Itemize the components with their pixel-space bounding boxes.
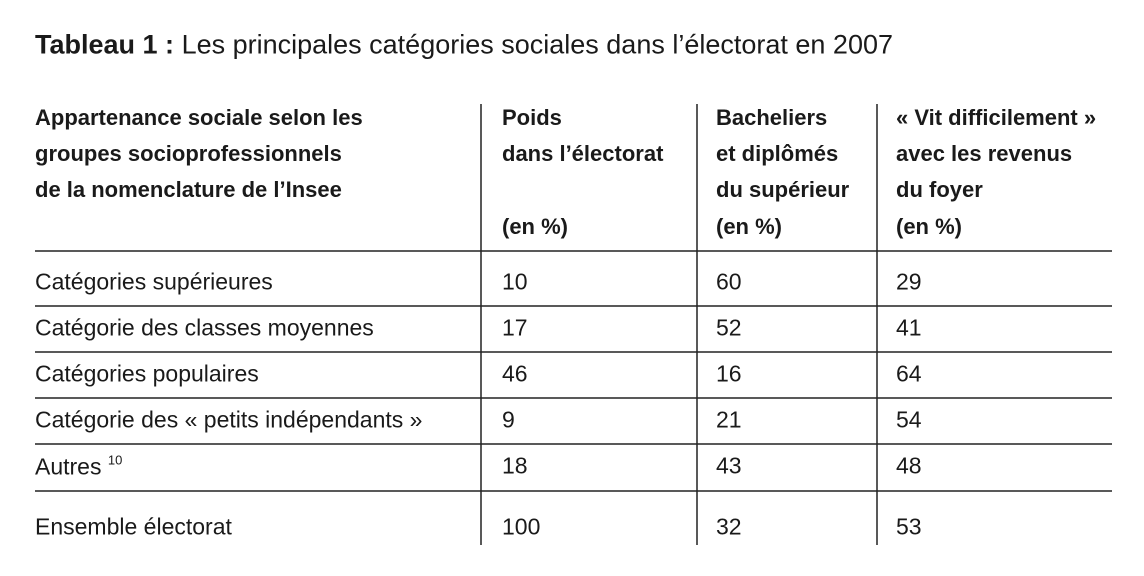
- cell-value: 54: [896, 406, 922, 433]
- title-label: Tableau 1 :: [35, 29, 175, 60]
- header-line: de la nomenclature de l’Insee: [35, 177, 342, 202]
- cell-value: 43: [716, 452, 742, 479]
- header-line: (en %): [502, 214, 568, 239]
- header-line: et diplômés: [716, 141, 839, 166]
- row-label: Catégorie des classes moyennes: [35, 314, 374, 341]
- cell-value: 53: [896, 513, 922, 540]
- header-line: Poids: [502, 105, 562, 130]
- header-line: Bacheliers: [716, 105, 828, 130]
- row-label-cell: Autres 10: [35, 454, 122, 479]
- cell-value: 21: [716, 406, 742, 433]
- cell-value: 52: [716, 314, 742, 341]
- header-line: du supérieur: [716, 177, 850, 202]
- header-line: dans l’électorat: [502, 141, 664, 166]
- cell-value: 18: [502, 452, 528, 479]
- row-label: Catégorie des « petits indépendants »: [35, 406, 423, 433]
- header-line: Appartenance sociale selon les: [35, 105, 363, 130]
- header-line: « Vit difficilement »: [896, 105, 1097, 130]
- header-line: groupes socioprofessionnels: [35, 141, 342, 166]
- header-line: du foyer: [896, 177, 983, 202]
- cell-value: 100: [502, 513, 541, 540]
- cell-value: 32: [716, 513, 742, 540]
- footnote-ref: 10: [107, 452, 123, 468]
- row-label: Autres: [35, 453, 102, 480]
- cell-value: 17: [502, 314, 528, 341]
- header-line: (en %): [896, 214, 962, 239]
- cell-value: 46: [502, 360, 528, 387]
- header-line: (en %): [716, 214, 782, 239]
- cell-value: 9: [502, 406, 515, 433]
- table-title: Tableau 1 : Les principales catégories s…: [35, 29, 893, 60]
- row-label: Catégories populaires: [35, 360, 259, 387]
- title-text: Les principales catégories sociales dans…: [181, 29, 893, 60]
- cell-value: 16: [716, 360, 742, 387]
- row-label: Ensemble électorat: [35, 513, 232, 540]
- cell-value: 29: [896, 268, 922, 295]
- cell-value: 64: [896, 360, 922, 387]
- cell-value: 10: [502, 268, 528, 295]
- cell-value: 48: [896, 452, 922, 479]
- cell-value: 60: [716, 268, 742, 295]
- cell-value: 41: [896, 314, 922, 341]
- header-line: avec les revenus: [896, 141, 1073, 166]
- row-label: Catégories supérieures: [35, 268, 273, 295]
